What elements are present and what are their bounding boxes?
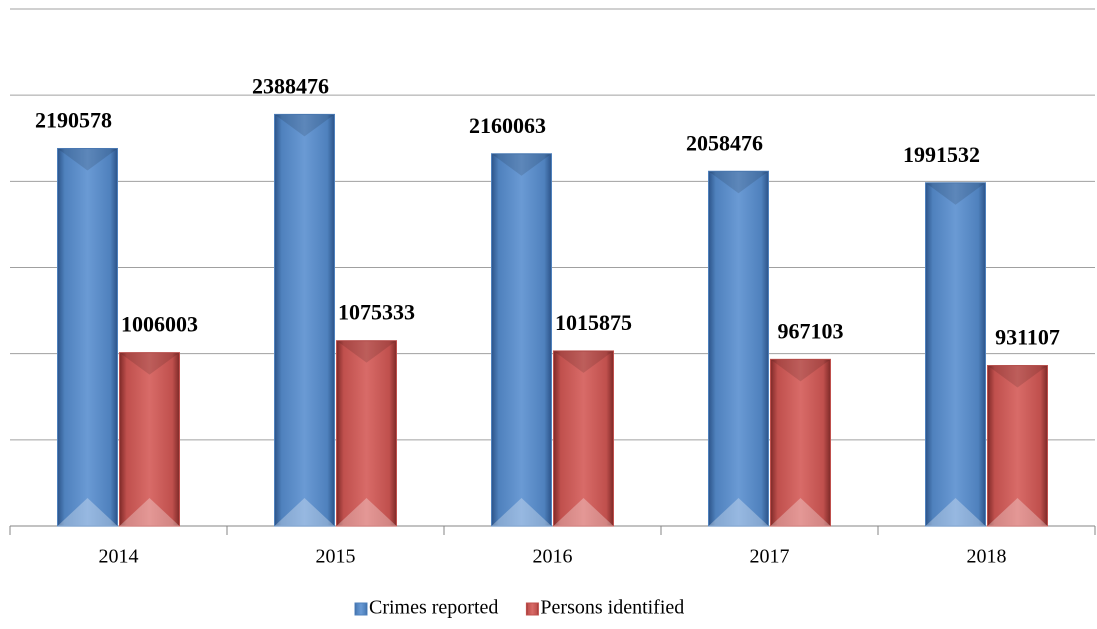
bar-bevel [708, 498, 769, 526]
x-tick-label: 2018 [967, 546, 1007, 568]
value-label: 2058476 [686, 130, 763, 155]
bar [57, 147, 118, 527]
x-tick-label: 2014 [99, 546, 139, 568]
value-label: 1006003 [121, 312, 198, 337]
bar-bevel [119, 498, 180, 526]
value-label: 1075333 [338, 300, 415, 325]
bar-bevel [553, 498, 614, 526]
value-label: 2160063 [469, 113, 546, 138]
bar-bevel [925, 182, 986, 205]
bar-bevel [987, 365, 1048, 388]
value-label: 967103 [778, 318, 844, 343]
bar [987, 365, 1048, 527]
bar-bevel [491, 498, 552, 526]
bar [925, 182, 986, 527]
legend-swatch [354, 602, 368, 616]
bar [708, 170, 769, 527]
legend-label: Crimes reported [369, 597, 498, 619]
bar-bevel [987, 498, 1048, 526]
bar-bevel [925, 498, 986, 526]
legend-swatch [525, 602, 539, 616]
bar-bevel [274, 114, 335, 137]
bar-bevel [274, 498, 335, 526]
bar [274, 113, 335, 527]
bar-bevel [336, 498, 397, 526]
x-tick-label: 2017 [750, 546, 790, 568]
value-label: 1015875 [555, 310, 632, 335]
bar [770, 358, 831, 527]
bar [119, 352, 180, 527]
bar-bevel [336, 340, 397, 363]
value-label: 931107 [995, 325, 1060, 350]
x-tick-label: 2016 [533, 546, 573, 568]
bar-bevel [553, 350, 614, 373]
bar [491, 153, 552, 527]
bar-bevel [119, 352, 180, 375]
bar-bevel [770, 359, 831, 382]
bar-bevel [57, 148, 118, 171]
legend-label: Persons identified [540, 597, 684, 619]
value-label: 2190578 [35, 108, 112, 133]
bar-bevel [57, 498, 118, 526]
x-tick-label: 2015 [316, 546, 356, 568]
bar-bevel [708, 171, 769, 194]
bar-bevel [770, 498, 831, 526]
bar [336, 340, 397, 527]
value-label: 1991532 [903, 142, 980, 167]
value-label: 2388476 [252, 73, 329, 98]
bar-bevel [491, 153, 552, 176]
bar [553, 350, 614, 527]
